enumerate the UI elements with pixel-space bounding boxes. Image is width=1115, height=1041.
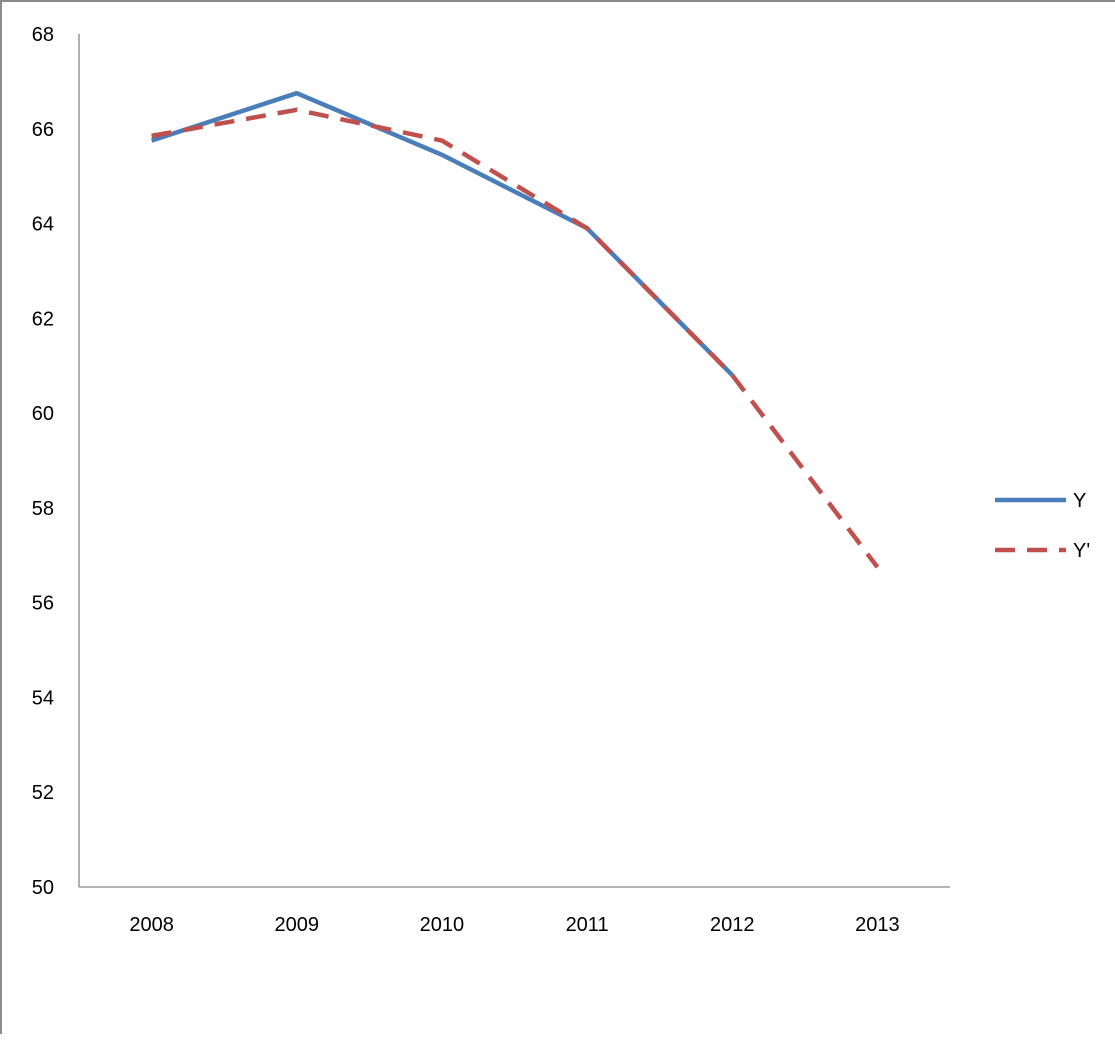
y-tick-label: 58	[32, 498, 54, 520]
y-tick-labels: 50 52 54 56 58 60 62 64 66 68	[32, 24, 54, 899]
x-tick-label: 2009	[275, 914, 320, 936]
y-tick-label: 68	[32, 24, 54, 46]
y-tick-label: 60	[32, 403, 54, 425]
y-tick-label: 62	[32, 308, 54, 330]
y-tick-label: 50	[32, 877, 54, 899]
legend-label: Y	[1073, 490, 1086, 512]
axes	[78, 34, 950, 888]
y-tick-label: 54	[32, 687, 54, 709]
series-line-y	[150, 90, 734, 377]
x-tick-label: 2008	[129, 914, 174, 936]
y-tick-label: 66	[32, 119, 54, 141]
y-tick-label: 56	[32, 593, 54, 615]
y-tick-label: 64	[32, 214, 54, 236]
series-line-y-prime	[151, 107, 880, 569]
x-tick-label: 2012	[710, 914, 755, 936]
y-tick-label: 52	[32, 782, 54, 804]
series-layer	[150, 90, 880, 569]
x-tick-labels: 2008 2009 2010 2011 2012 2013	[129, 914, 899, 936]
x-tick-label: 2010	[420, 914, 465, 936]
x-tick-label: 2011	[566, 914, 609, 936]
x-tick-label: 2013	[855, 914, 900, 936]
legend: Y Y'	[995, 490, 1090, 562]
legend-label: Y'	[1073, 540, 1090, 562]
